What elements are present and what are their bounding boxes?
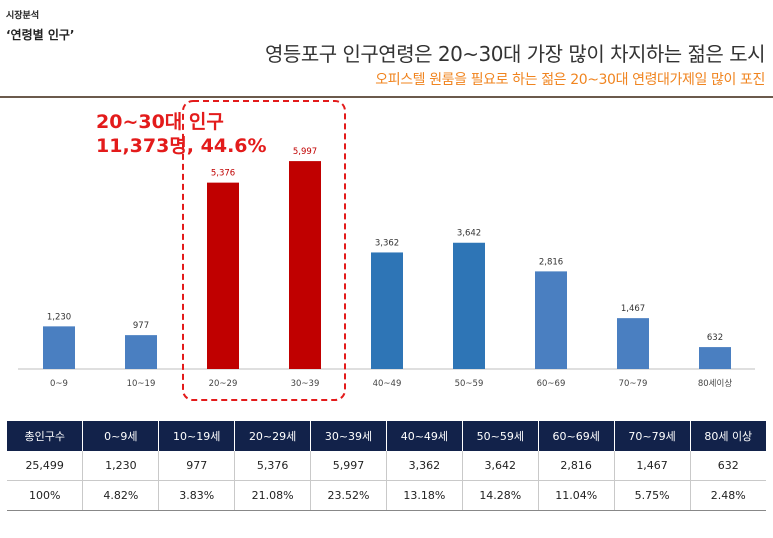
table-header-cell: 50~59세 xyxy=(462,421,539,451)
table-cell: 4.82% xyxy=(82,480,160,511)
bar-20~29 xyxy=(207,182,239,369)
table-cell: 3,362 xyxy=(386,451,463,481)
table-cell: 23.52% xyxy=(310,480,387,511)
section-title: ‘연령별 인구’ xyxy=(6,28,75,42)
table-cell: 3,642 xyxy=(462,451,539,481)
table-header-cell: 0~9세 xyxy=(82,421,160,451)
table-header-row: 총인구수 0~9세 10~19세 20~29세 30~39세 40~49세 50~59세 60… xyxy=(7,421,766,451)
table-cell: 5,376 xyxy=(234,451,312,481)
section-label: 시장분석 xyxy=(6,11,40,21)
table-cell: 25,499 xyxy=(7,451,84,481)
category-label-60~69: 60~69 xyxy=(537,379,566,389)
bar-80세이상 xyxy=(699,347,731,369)
subheadline: 오피스텔 원룸을 필요로 하는 젊은 20~30대 연령대가제일 많이 포진 xyxy=(375,72,765,88)
category-label-70~79: 70~79 xyxy=(619,379,648,389)
callout-line-2: 11,373명, 44.6% xyxy=(96,135,267,157)
bar-0~9 xyxy=(43,326,75,369)
table-cell: 5.75% xyxy=(614,480,691,511)
category-label-0~9: 0~9 xyxy=(50,379,68,389)
category-label-20~29: 20~29 xyxy=(209,379,238,389)
table-cell: 11.04% xyxy=(538,480,615,511)
category-label-10~19: 10~19 xyxy=(127,379,156,389)
value-label-60~69: 2,816 xyxy=(539,257,563,267)
highlight-dashed-box xyxy=(182,100,346,401)
table-cell: 100% xyxy=(7,480,84,511)
table-row: 25,499 1,230 977 5,376 5,997 3,362 3,642 2,816 1… xyxy=(7,451,766,481)
value-label-80세이상: 632 xyxy=(707,333,723,343)
header-divider xyxy=(0,96,773,98)
table-cell: 632 xyxy=(690,451,766,481)
table-header-cell: 70~79세 xyxy=(614,421,691,451)
table-cell: 2.48% xyxy=(690,480,766,511)
table-header-cell: 30~39세 xyxy=(310,421,387,451)
table-header-cell: 60~69세 xyxy=(538,421,615,451)
table-header-cell: 80세 이상 xyxy=(690,421,766,451)
value-label-70~79: 1,467 xyxy=(621,304,645,314)
table-cell: 1,230 xyxy=(82,451,160,481)
headline: 영등포구 인구연령은 20~30대 가장 많이 차지하는 젊은 도시 xyxy=(265,42,765,66)
bar-60~69 xyxy=(535,271,567,369)
bar-30~39 xyxy=(289,161,321,369)
table-row: 100% 4.82% 3.83% 21.08% 23.52% 13.18% 14.28% 11… xyxy=(7,480,766,511)
value-label-30~39: 5,997 xyxy=(293,147,317,157)
category-label-80세이상: 80세이상 xyxy=(698,378,732,389)
category-label-30~39: 30~39 xyxy=(291,379,320,389)
value-label-40~49: 3,362 xyxy=(375,238,399,248)
value-label-20~29: 5,376 xyxy=(211,169,235,179)
value-label-10~19: 977 xyxy=(133,321,149,331)
age-population-bar-chart: 1,230 0~9 977 10~19 5,376 20~29 5,997 30~39 3,36… xyxy=(18,100,755,401)
bar-10~19 xyxy=(125,335,157,369)
table-cell: 5,997 xyxy=(310,451,387,481)
bar-50~59 xyxy=(453,242,485,369)
population-table: 총인구수 0~9세 10~19세 20~29세 30~39세 40~49세 50~59세 60… xyxy=(7,421,766,511)
table-cell: 21.08% xyxy=(234,480,312,511)
value-label-0~9: 1,230 xyxy=(47,312,71,322)
bar-70~79 xyxy=(617,318,649,369)
value-label-50~59: 3,642 xyxy=(457,229,481,239)
category-label-40~49: 40~49 xyxy=(373,379,402,389)
category-label-50~59: 50~59 xyxy=(455,379,484,389)
table-cell: 13.18% xyxy=(386,480,463,511)
table-cell: 3.83% xyxy=(158,480,236,511)
table-header-cell: 20~29세 xyxy=(234,421,312,451)
table-cell: 14.28% xyxy=(462,480,539,511)
table-cell: 2,816 xyxy=(538,451,615,481)
bar-40~49 xyxy=(371,252,403,369)
table-header-cell: 10~19세 xyxy=(158,421,236,451)
highlight-callout: 20~30대 인구 11,373명, 44.6% xyxy=(96,110,267,158)
callout-line-1: 20~30대 인구 xyxy=(96,111,224,133)
table-header-cell: 40~49세 xyxy=(386,421,463,451)
table-header-cell: 총인구수 xyxy=(7,421,84,451)
table-cell: 1,467 xyxy=(614,451,691,481)
table-cell: 977 xyxy=(158,451,236,481)
